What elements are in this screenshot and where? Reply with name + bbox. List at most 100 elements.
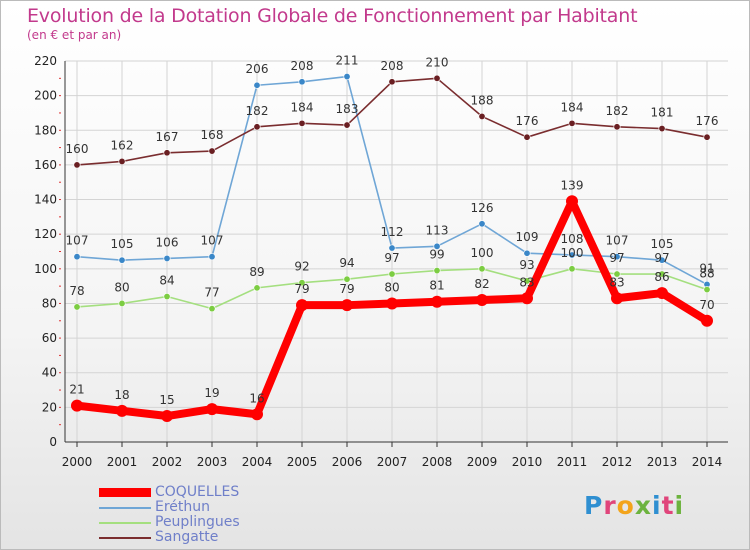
data-point-peuplingues [343,275,351,283]
legend-swatch-peuplingues [99,521,151,524]
data-label-coquelles: 15 [159,393,174,407]
data-point-coquelles [386,297,398,310]
data-label-sangatte: 167 [156,130,179,144]
data-label-coquelles: 21 [69,383,84,397]
data-point-erethun [568,251,576,259]
x-tick-label: 2012 [602,455,633,469]
data-label-sangatte: 176 [516,114,539,128]
data-point-erethun [478,220,486,228]
x-tick-label: 2011 [557,455,588,469]
data-point-coquelles [161,410,173,423]
legend-swatch-sangatte [99,536,151,539]
data-label-sangatte: 176 [696,114,719,128]
x-tick-label: 2004 [242,455,273,469]
x-tick-label: 2002 [152,455,183,469]
data-point-coquelles [521,292,533,305]
data-label-peuplingues: 88 [699,267,714,281]
data-point-peuplingues [253,284,261,292]
y-tick-label: 60 [42,331,57,345]
y-tick-label: 80 [42,296,57,310]
legend-item-erethun: Eréthun [99,500,240,515]
data-label-peuplingues: 97 [609,251,624,265]
data-point-peuplingues [388,270,396,278]
legend-swatch-erethun [99,506,151,509]
data-label-erethun: 112 [381,225,404,239]
logo-letter: t [661,491,675,520]
y-tick-label: 220 [34,54,57,68]
logo-letter: P [584,491,604,520]
data-point-peuplingues [163,293,171,301]
data-point-sangatte [163,149,171,157]
x-tick-label: 2007 [377,455,408,469]
data-point-sangatte [208,147,216,155]
data-label-coquelles: 79 [339,282,354,296]
data-point-sangatte [523,133,531,141]
data-label-peuplingues: 77 [204,286,219,300]
data-point-erethun [343,73,351,81]
data-point-erethun [388,244,396,252]
data-label-peuplingues: 89 [249,265,264,279]
data-point-sangatte [658,125,666,133]
data-point-sangatte [343,121,351,129]
data-label-coquelles: 81 [429,279,444,293]
chart-title: Evolution de la Dotation Globale de Fonc… [27,5,638,27]
data-point-coquelles [341,299,353,312]
data-label-peuplingues: 100 [471,246,494,260]
data-label-sangatte: 168 [201,128,224,142]
data-point-sangatte [388,78,396,86]
data-label-sangatte: 184 [291,100,314,114]
data-label-sangatte: 181 [651,106,674,120]
data-label-coquelles: 86 [654,270,669,284]
data-point-coquelles [701,314,713,327]
x-tick-label: 2008 [422,455,453,469]
legend-label-erethun: Eréthun [155,499,211,515]
data-label-peuplingues: 97 [654,251,669,265]
data-label-erethun: 107 [201,234,224,248]
data-point-coquelles [71,399,83,412]
data-label-erethun: 208 [291,59,314,73]
data-label-sangatte: 162 [111,138,134,152]
data-point-sangatte [298,119,306,127]
data-label-erethun: 206 [246,62,269,76]
data-label-peuplingues: 78 [69,284,84,298]
data-point-sangatte [568,119,576,127]
data-label-sangatte: 182 [606,104,629,118]
y-tick-label: 120 [34,227,57,241]
data-label-coquelles: 79 [294,282,309,296]
data-point-coquelles [566,195,578,208]
y-tick-label: 100 [34,262,57,276]
data-label-sangatte: 160 [66,142,89,156]
y-tick-label: 0 [49,435,57,449]
data-label-peuplingues: 93 [519,258,534,272]
data-label-sangatte: 210 [426,55,449,69]
y-tick-label: 200 [34,89,57,103]
data-point-erethun [658,256,666,264]
data-label-coquelles: 83 [609,275,624,289]
data-label-sangatte: 183 [336,102,359,116]
data-label-peuplingues: 84 [159,274,174,288]
data-point-coquelles [476,293,488,306]
data-label-sangatte: 208 [381,59,404,73]
data-label-sangatte: 184 [561,100,584,114]
y-tick-label: 140 [34,193,57,207]
data-point-sangatte [433,74,441,82]
data-label-coquelles: 18 [114,388,129,402]
legend-label-coquelles: COQUELLES [155,484,240,500]
y-tick-label: 20 [42,400,57,414]
data-label-peuplingues: 97 [384,251,399,265]
data-point-erethun [613,253,621,261]
y-tick-label: 160 [34,158,57,172]
x-tick-label: 2000 [62,455,93,469]
data-label-sangatte: 182 [246,104,269,118]
legend-item-peuplingues: Peuplingues [99,515,240,530]
data-label-coquelles: 83 [519,275,534,289]
legend-item-coquelles: COQUELLES [99,485,240,500]
data-label-peuplingues: 80 [114,280,129,294]
data-point-peuplingues [73,303,81,311]
proxiti-logo: Proxiti [584,491,684,520]
logo-letter: o [616,491,635,520]
data-point-coquelles [251,408,263,421]
x-tick-label: 2010 [512,455,543,469]
data-point-peuplingues [118,299,126,307]
